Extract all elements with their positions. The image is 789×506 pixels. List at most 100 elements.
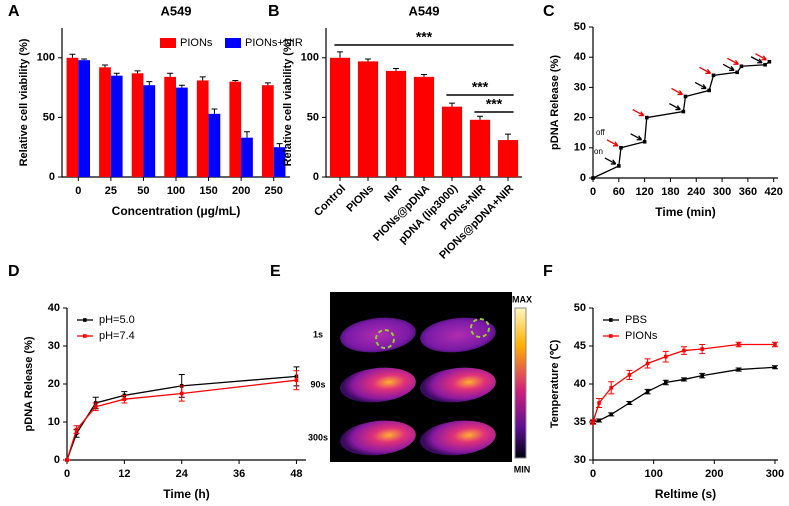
bar xyxy=(143,85,156,177)
y-axis-label: Relative cell viability (%) xyxy=(282,38,294,166)
significance-label: *** xyxy=(416,29,433,45)
y-tick-label: 100 xyxy=(301,52,319,64)
bar xyxy=(273,147,286,177)
line xyxy=(66,379,297,461)
y-axis-label: pDNA Release (%) xyxy=(23,336,35,431)
error-bar xyxy=(244,131,251,138)
arrow xyxy=(699,66,711,74)
x-tick-label: 180 xyxy=(661,186,679,198)
bar xyxy=(164,76,176,177)
colorbar-label: MIN xyxy=(514,464,531,474)
x-tick-label: 48 xyxy=(290,468,302,480)
chart-title: A549 xyxy=(160,3,191,18)
x-tick-label: 0 xyxy=(590,468,596,480)
y-tick-label: 20 xyxy=(48,378,60,390)
bar xyxy=(385,70,407,177)
x-tick-label: 250 xyxy=(265,185,283,197)
row-label: 1s xyxy=(313,329,323,339)
error-bar xyxy=(134,70,141,74)
x-tick-label: 50 xyxy=(137,185,149,197)
y-axis-label: pDNA Release (%) xyxy=(549,55,561,150)
bar xyxy=(241,137,253,177)
x-tick-label: 0 xyxy=(64,468,70,480)
axis-line xyxy=(592,27,778,179)
arrow xyxy=(630,133,643,141)
chart-title: A549 xyxy=(408,3,439,18)
y-tick-label: 40 xyxy=(48,302,60,314)
x-tick-label: 0 xyxy=(75,185,81,197)
y-tick-label: 45 xyxy=(574,340,586,352)
x-tick-label: 300 xyxy=(713,186,731,198)
error-bar xyxy=(81,58,88,61)
row-label: 90s xyxy=(310,379,325,389)
column-label: PBS xyxy=(358,294,377,304)
bar xyxy=(497,140,519,177)
error-bar xyxy=(365,58,371,62)
error-bar xyxy=(477,115,483,120)
x-axis-label: Time (h) xyxy=(163,487,209,501)
arrow xyxy=(755,53,767,61)
x-tick-label: 60 xyxy=(613,186,625,198)
bar xyxy=(329,57,351,177)
arrow xyxy=(671,87,684,96)
x-axis-label: Reltime (s) xyxy=(655,487,716,501)
y-tick-label: 20 xyxy=(574,112,586,124)
mouse xyxy=(340,367,416,403)
x-tick-label: 200 xyxy=(705,468,723,480)
bar xyxy=(196,80,209,177)
y-tick-label: 35 xyxy=(574,416,586,428)
x-tick-label: 120 xyxy=(635,186,653,198)
legend-label: PIONs+NIR xyxy=(245,37,303,49)
error-bar xyxy=(167,72,174,77)
bar xyxy=(469,119,491,177)
x-tick-label: 200 xyxy=(232,185,250,197)
panel-label: C xyxy=(543,3,555,20)
arrow xyxy=(727,57,739,65)
error-bar xyxy=(264,82,271,86)
x-tick-label: 100 xyxy=(167,185,185,197)
error-bar xyxy=(69,53,76,58)
row-label: 300s xyxy=(308,432,328,442)
line xyxy=(592,366,776,423)
bar xyxy=(413,76,435,177)
x-tick-label: 36 xyxy=(233,468,245,480)
mouse xyxy=(340,317,416,353)
bar xyxy=(357,61,379,177)
legend-label: pH=5.0 xyxy=(99,314,135,326)
x-axis-label: Time (min) xyxy=(655,205,715,219)
y-tick-label: 50 xyxy=(574,302,586,314)
x-tick-label: 0 xyxy=(590,186,596,198)
legend-label: PIONs xyxy=(625,330,658,342)
error-bar xyxy=(113,72,120,76)
legend-marker xyxy=(609,334,613,338)
x-tick-label: 24 xyxy=(176,468,189,480)
panel-label: B xyxy=(268,3,280,20)
y-tick-label: 10 xyxy=(48,416,60,428)
x-tick-label: 300 xyxy=(766,468,784,480)
arrow xyxy=(606,139,619,147)
arrow xyxy=(669,102,681,111)
panel-label: A xyxy=(8,3,20,20)
error-bar xyxy=(449,102,455,107)
x-tick-label: 25 xyxy=(105,185,117,197)
annotation: off xyxy=(596,128,606,137)
colorbar-label: MAX xyxy=(512,294,532,304)
y-tick-label: 10 xyxy=(574,142,586,154)
legend-marker xyxy=(83,318,87,322)
roi xyxy=(470,318,490,338)
x-tick-label: 100 xyxy=(644,468,662,480)
y-tick-label: 40 xyxy=(574,51,586,63)
y-tick-label: 0 xyxy=(54,454,60,466)
x-axis-label: Concentration (μg/mL) xyxy=(112,204,241,218)
panel-label: E xyxy=(270,263,281,280)
significance-label: *** xyxy=(486,96,503,112)
error-bar xyxy=(211,108,218,114)
mouse xyxy=(340,420,416,456)
x-tick-label: 360 xyxy=(739,186,757,198)
x-tick-label: 150 xyxy=(199,185,217,197)
x-tick-label: 240 xyxy=(687,186,705,198)
line xyxy=(592,343,775,423)
y-axis-label: Temperature (℃) xyxy=(549,339,561,428)
mouse xyxy=(420,420,496,456)
